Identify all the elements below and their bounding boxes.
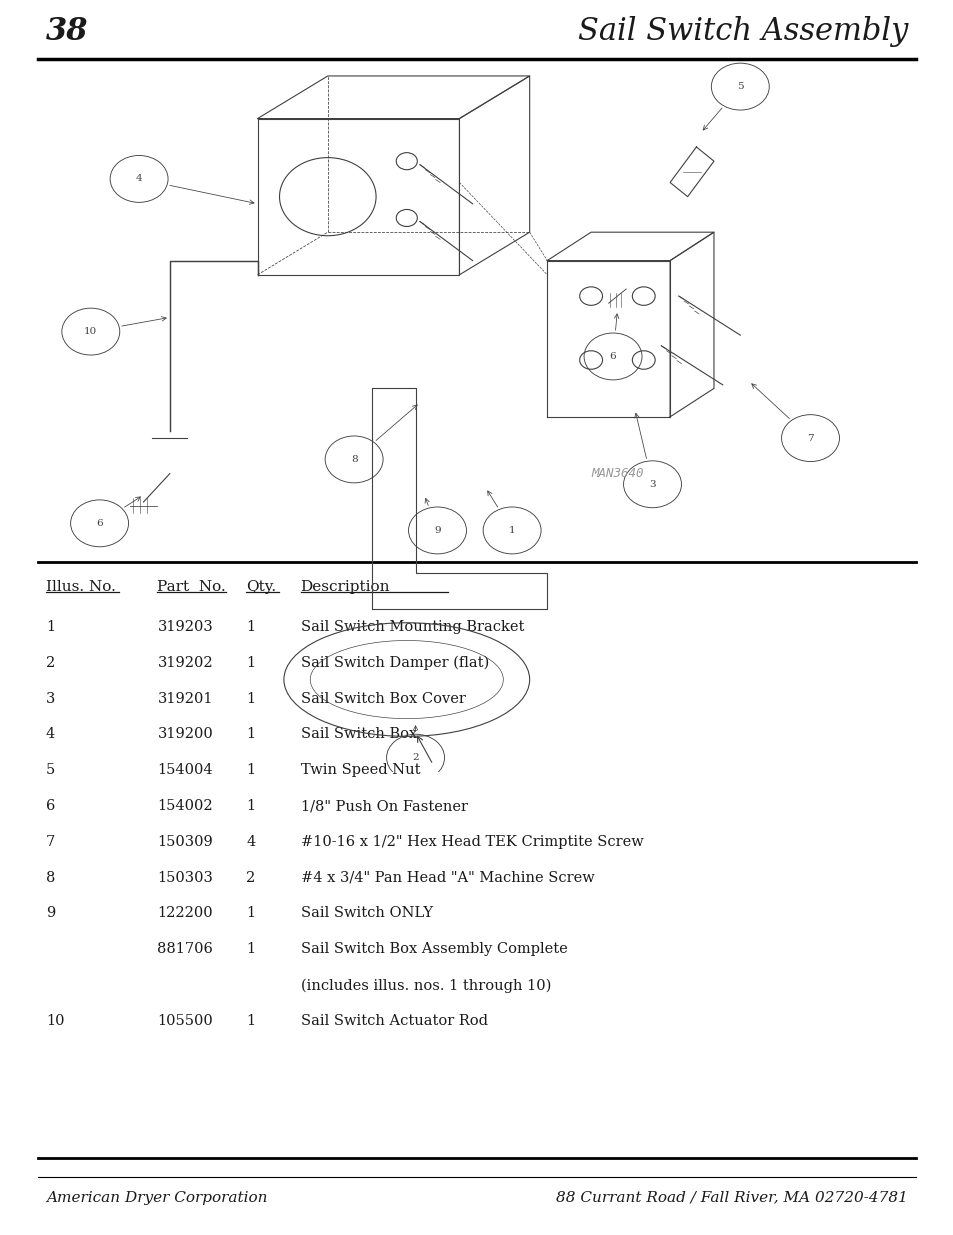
Text: 1: 1 (246, 906, 255, 920)
Text: 9: 9 (434, 526, 440, 535)
Text: 10: 10 (46, 1014, 64, 1028)
Text: Sail Switch Assembly: Sail Switch Assembly (578, 16, 907, 47)
Text: 3: 3 (649, 479, 655, 489)
Text: 1: 1 (246, 763, 255, 777)
Text: 319200: 319200 (157, 727, 213, 741)
Text: Twin Speed Nut: Twin Speed Nut (300, 763, 419, 777)
Text: Sail Switch Mounting Bracket: Sail Switch Mounting Bracket (300, 620, 523, 634)
Text: Sail Switch Box Cover: Sail Switch Box Cover (300, 692, 465, 705)
Text: 2: 2 (412, 753, 418, 762)
Text: 1: 1 (246, 620, 255, 634)
Text: 3: 3 (46, 692, 55, 705)
Text: 105500: 105500 (157, 1014, 213, 1028)
Text: 4: 4 (46, 727, 55, 741)
Text: Sail Switch ONLY: Sail Switch ONLY (300, 906, 432, 920)
Text: 5: 5 (737, 82, 742, 91)
Text: 1: 1 (246, 656, 255, 669)
Text: 1: 1 (246, 692, 255, 705)
Text: 150309: 150309 (157, 835, 213, 848)
Text: 1/8" Push On Fastener: 1/8" Push On Fastener (300, 799, 467, 813)
Text: 319202: 319202 (157, 656, 213, 669)
Text: Part  No.: Part No. (157, 580, 226, 594)
Text: 4: 4 (135, 174, 142, 184)
Text: 6: 6 (46, 799, 55, 813)
Text: 4: 4 (246, 835, 255, 848)
Text: 9: 9 (46, 906, 55, 920)
Text: 6: 6 (609, 352, 616, 361)
Text: 319203: 319203 (157, 620, 213, 634)
Text: Illus. No.: Illus. No. (46, 580, 115, 594)
Text: MAN3640: MAN3640 (591, 467, 643, 480)
Text: #4 x 3/4" Pan Head "A" Machine Screw: #4 x 3/4" Pan Head "A" Machine Screw (300, 871, 594, 884)
Text: Sail Switch Box: Sail Switch Box (300, 727, 416, 741)
Text: Qty.: Qty. (246, 580, 276, 594)
Text: 7: 7 (806, 433, 813, 442)
Text: #10-16 x 1/2" Hex Head TEK Crimptite Screw: #10-16 x 1/2" Hex Head TEK Crimptite Scr… (300, 835, 642, 848)
Text: 1: 1 (246, 942, 255, 956)
Text: (includes illus. nos. 1 through 10): (includes illus. nos. 1 through 10) (300, 978, 550, 993)
Text: 6: 6 (96, 519, 103, 527)
Text: 8: 8 (46, 871, 55, 884)
Text: 1: 1 (246, 799, 255, 813)
Text: 38: 38 (46, 16, 89, 47)
Text: 7: 7 (46, 835, 55, 848)
Text: American Dryer Corporation: American Dryer Corporation (46, 1191, 267, 1204)
Text: Sail Switch Damper (flat): Sail Switch Damper (flat) (300, 656, 488, 671)
Text: 881706: 881706 (157, 942, 213, 956)
Text: 2: 2 (246, 871, 255, 884)
Text: 1: 1 (508, 526, 515, 535)
Text: 88 Currant Road / Fall River, MA 02720-4781: 88 Currant Road / Fall River, MA 02720-4… (556, 1191, 907, 1204)
Text: 5: 5 (46, 763, 55, 777)
Text: Description: Description (300, 580, 390, 594)
Text: 8: 8 (351, 454, 357, 464)
Text: 1: 1 (246, 727, 255, 741)
Text: 10: 10 (84, 327, 97, 336)
Text: 1: 1 (46, 620, 55, 634)
Text: 1: 1 (246, 1014, 255, 1028)
Text: Sail Switch Actuator Rod: Sail Switch Actuator Rod (300, 1014, 487, 1028)
Text: 154004: 154004 (157, 763, 213, 777)
Text: 122200: 122200 (157, 906, 213, 920)
Text: 2: 2 (46, 656, 55, 669)
Text: 319201: 319201 (157, 692, 213, 705)
Text: 150303: 150303 (157, 871, 213, 884)
Text: Sail Switch Box Assembly Complete: Sail Switch Box Assembly Complete (300, 942, 567, 956)
Text: 154002: 154002 (157, 799, 213, 813)
